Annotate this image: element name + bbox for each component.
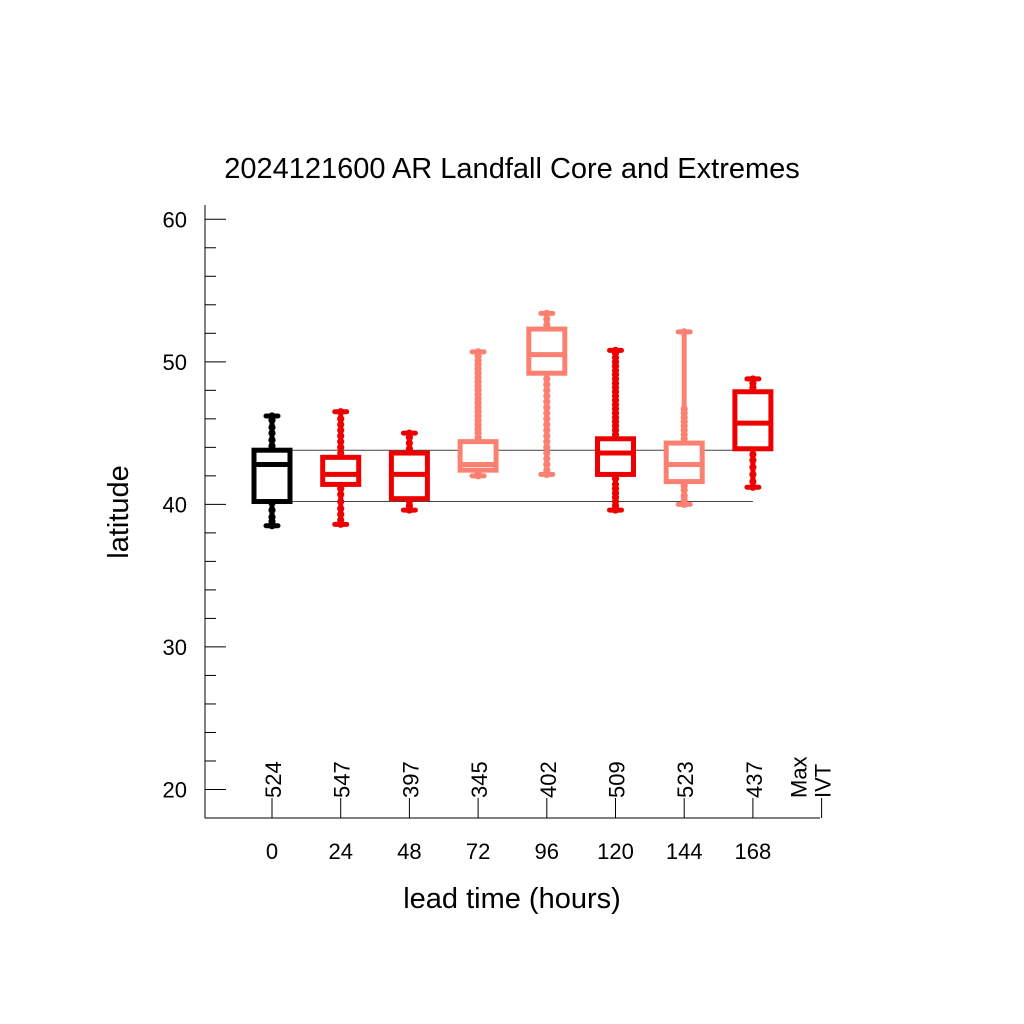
outlier-point	[337, 497, 345, 506]
y-tick-label: 20	[163, 777, 187, 802]
outlier-point	[611, 346, 620, 355]
outlier-point	[749, 483, 757, 491]
y-tick-label: 40	[163, 492, 187, 517]
outlier-point	[680, 405, 688, 413]
outlier-point	[543, 381, 551, 389]
box-168	[732, 375, 774, 491]
box-24	[320, 408, 362, 528]
outlier-point	[543, 409, 551, 417]
x-tick-label: 0	[266, 839, 278, 864]
outlier-point	[543, 315, 551, 323]
x-tick-label: 144	[666, 839, 703, 864]
outlier-point	[543, 460, 551, 469]
box-iqr	[320, 454, 362, 487]
box-144	[663, 328, 705, 508]
count-label: 524	[261, 761, 286, 798]
count-labels: 524 547 397 345 402 509 523 437 Max IVT	[261, 756, 836, 798]
outlier-point	[543, 415, 551, 423]
outlier-point	[337, 505, 345, 513]
box-96	[526, 309, 568, 479]
outlier-point	[543, 398, 551, 406]
outlier-point	[749, 375, 757, 383]
box-iqr	[595, 436, 636, 477]
axes: 20 30 40 50 60 0 24 48 72 96 120 144 168	[163, 205, 823, 864]
outlier-point	[337, 438, 345, 446]
count-label: 437	[742, 761, 767, 798]
extra-category-label: Max	[787, 756, 812, 798]
outlier-point	[543, 375, 551, 383]
outlier-point	[337, 432, 345, 440]
outlier-point	[680, 492, 688, 500]
box-iqr	[251, 447, 293, 505]
outlier-point	[749, 450, 757, 459]
box-iqr	[732, 389, 774, 452]
y-tick-label: 50	[163, 350, 187, 375]
outlier-point	[543, 432, 551, 440]
outlier-point	[543, 449, 551, 457]
outlier-point	[543, 443, 551, 451]
x-tick-label: 24	[328, 839, 352, 864]
box-0	[251, 412, 293, 530]
outlier-point	[749, 463, 757, 471]
box-72	[457, 348, 499, 480]
outlier-point	[543, 403, 551, 412]
outlier-point	[268, 506, 276, 514]
outlier-point	[749, 470, 757, 479]
y-axis-label: latitude	[103, 465, 135, 559]
outlier-point	[543, 426, 551, 434]
outlier-point	[337, 510, 345, 518]
y-tick-label: 60	[163, 207, 187, 232]
count-label: 523	[673, 761, 698, 798]
box-iqr	[526, 326, 568, 376]
extra-category-label: IVT	[811, 764, 836, 798]
outlier-point	[405, 429, 413, 437]
outlier-point	[337, 490, 345, 498]
outlier-point	[337, 408, 345, 416]
outlier-point	[543, 309, 551, 317]
outlier-point	[543, 438, 551, 446]
outlier-point	[749, 456, 757, 464]
outlier-point	[268, 513, 276, 521]
count-label: 509	[605, 761, 630, 798]
x-tick-label: 72	[466, 839, 490, 864]
outlier-point	[268, 412, 276, 420]
outlier-point	[749, 477, 757, 486]
y-tick-label: 30	[163, 635, 187, 660]
outlier-point	[268, 436, 276, 444]
outlier-point	[337, 443, 345, 451]
count-label: 547	[330, 761, 355, 798]
outlier-point	[543, 392, 551, 400]
outlier-point	[337, 516, 345, 524]
outlier-point	[543, 386, 551, 394]
outlier-point	[543, 466, 551, 474]
x-tick-label: 168	[735, 839, 772, 864]
outlier-point	[268, 429, 276, 437]
outlier-point	[268, 423, 276, 431]
outlier-point	[611, 480, 620, 489]
outlier-point	[680, 328, 688, 336]
x-tick-label: 96	[535, 839, 559, 864]
count-label: 345	[467, 761, 492, 798]
outlier-point	[405, 439, 413, 447]
box-120	[595, 346, 636, 514]
chart-title: 2024121600 AR Landfall Core and Extremes	[224, 153, 800, 185]
x-tick-label: 48	[397, 839, 421, 864]
x-axis-label: lead time (hours)	[403, 883, 621, 915]
outlier-point	[543, 420, 551, 429]
outlier-point	[337, 426, 345, 434]
boxes	[251, 309, 774, 530]
count-label: 397	[398, 761, 423, 798]
outlier-point	[543, 455, 551, 463]
outlier-point	[337, 420, 345, 429]
box-48	[388, 429, 430, 514]
x-tick-label: 120	[597, 839, 634, 864]
count-label: 402	[536, 761, 561, 798]
outlier-point	[474, 348, 482, 356]
outlier-point	[337, 415, 345, 423]
